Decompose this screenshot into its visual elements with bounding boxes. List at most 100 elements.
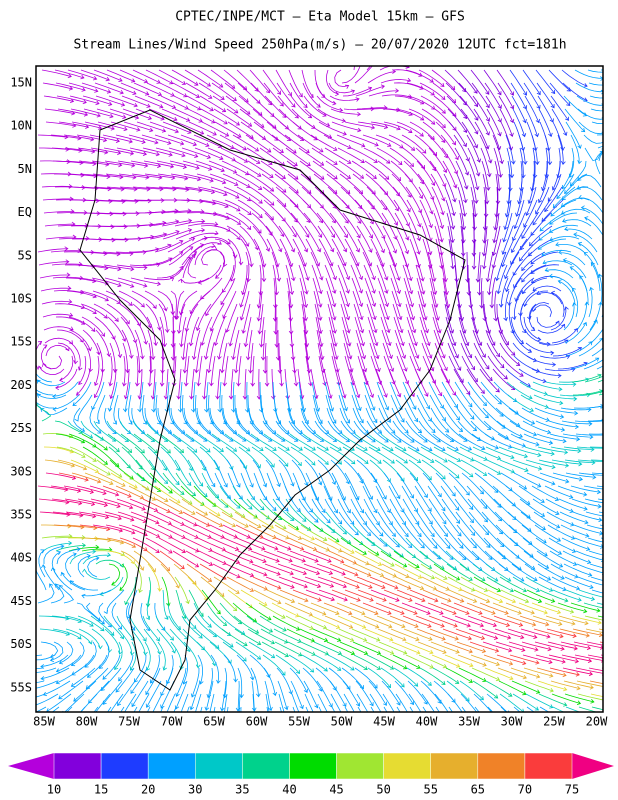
streamline	[402, 147, 426, 170]
streamline	[455, 160, 469, 190]
streamline	[406, 199, 422, 228]
streamline	[408, 693, 422, 712]
streamline	[330, 225, 348, 253]
streamline	[258, 134, 284, 154]
streamline	[134, 329, 145, 360]
streamline	[57, 108, 89, 117]
streamline	[404, 524, 425, 549]
streamline	[550, 446, 582, 454]
streamline	[310, 485, 326, 513]
streamline	[369, 342, 381, 373]
streamline	[248, 342, 254, 374]
streamline	[471, 82, 490, 109]
streamline	[349, 485, 364, 514]
streamline	[389, 498, 406, 526]
streamline	[520, 511, 546, 531]
streamline	[212, 95, 239, 114]
streamline	[435, 355, 450, 384]
streamline	[87, 556, 100, 578]
streamline	[220, 615, 246, 635]
streamline	[117, 628, 135, 656]
streamline	[291, 576, 322, 589]
streamline	[67, 303, 97, 314]
streamline	[375, 134, 404, 149]
streamline	[457, 537, 480, 561]
streamline	[300, 641, 329, 656]
streamline	[289, 667, 308, 694]
streamline	[367, 550, 395, 567]
streamline	[43, 446, 74, 454]
streamline	[446, 680, 470, 702]
streamline	[276, 550, 306, 563]
streamline	[219, 680, 227, 712]
streamline	[510, 82, 528, 110]
streamline	[121, 446, 143, 470]
streamline	[44, 459, 75, 468]
streamline	[193, 485, 217, 507]
streamline	[37, 134, 69, 140]
streamline	[521, 264, 547, 283]
streamline	[557, 134, 566, 166]
streamline	[535, 420, 566, 432]
streamline	[342, 446, 369, 465]
streamline	[300, 407, 317, 434]
streamline	[341, 316, 352, 347]
streamline	[104, 628, 123, 655]
streamline	[498, 95, 515, 124]
streamline	[363, 147, 391, 164]
streamline	[299, 160, 325, 180]
streamline	[329, 446, 356, 465]
streamline	[485, 446, 515, 460]
streamline	[195, 511, 224, 527]
streamline	[162, 121, 192, 134]
streamline	[357, 706, 362, 712]
streamline	[182, 511, 211, 527]
streamline	[156, 160, 187, 169]
streamline	[50, 485, 82, 493]
streamline	[428, 498, 447, 525]
streamline	[409, 589, 439, 603]
streamline	[445, 199, 456, 230]
streamline	[270, 368, 276, 400]
lat-label: EQ	[18, 205, 32, 219]
streamline	[518, 368, 547, 384]
streamline	[415, 498, 433, 525]
streamline	[532, 615, 563, 627]
streamline	[365, 407, 383, 434]
streamline	[108, 95, 138, 108]
streamline	[304, 225, 322, 253]
streamline	[208, 160, 238, 174]
streamline	[356, 576, 386, 590]
streamline	[578, 589, 603, 598]
streamline	[219, 134, 247, 151]
lon-label: 75W	[118, 715, 140, 729]
streamline	[485, 563, 512, 582]
streamline	[369, 693, 382, 712]
streamline	[167, 602, 182, 631]
streamline	[531, 134, 540, 166]
streamline	[591, 121, 603, 125]
streamline	[350, 615, 380, 629]
colorbar-label: 65	[471, 783, 485, 797]
streamline	[448, 706, 453, 712]
streamline	[528, 303, 537, 331]
streamline	[63, 485, 94, 494]
streamline	[513, 199, 525, 230]
streamline	[353, 537, 380, 556]
colorbar-box	[147, 752, 196, 780]
streamline	[326, 641, 356, 656]
streamline	[97, 472, 126, 487]
streamline	[380, 433, 407, 452]
streamline	[605, 471, 618, 475]
streamline	[443, 524, 464, 549]
streamline	[223, 69, 248, 91]
streamline	[537, 680, 568, 692]
streamline	[548, 69, 571, 92]
streamline	[485, 680, 513, 697]
streamline	[484, 667, 514, 681]
streamline	[122, 108, 152, 121]
streamline	[532, 199, 551, 226]
streamline	[486, 108, 502, 137]
streamline	[534, 641, 565, 651]
streamline	[291, 459, 309, 487]
